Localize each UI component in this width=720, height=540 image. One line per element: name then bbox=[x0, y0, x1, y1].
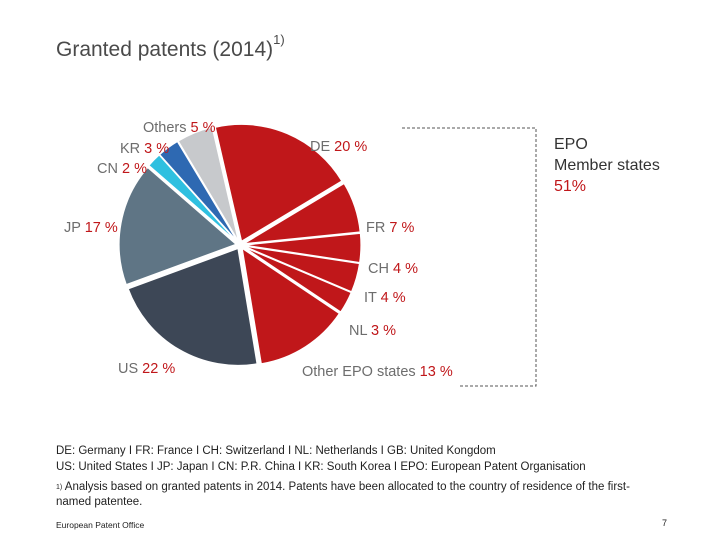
pie-label-kr: KR 3 % bbox=[120, 141, 169, 157]
pie-label-name: KR bbox=[120, 141, 144, 157]
pie-label-name: Other EPO states bbox=[302, 364, 420, 380]
title-superscript: 1) bbox=[273, 32, 285, 47]
pie-label-us: US 22 % bbox=[118, 361, 175, 377]
pie-label-value: 3 % bbox=[144, 141, 169, 157]
pie-label-name: IT bbox=[364, 290, 381, 306]
pie-label-cn: CN 2 % bbox=[97, 161, 147, 177]
page-number: 7 bbox=[662, 518, 668, 528]
pie-label-it: IT 4 % bbox=[364, 290, 406, 306]
pie-label-de: DE 20 % bbox=[310, 139, 367, 155]
pie-slice-cn bbox=[148, 154, 238, 243]
pie-label-ch: CH 4 % bbox=[368, 261, 418, 277]
page-title-text: Granted patents (2014) bbox=[56, 38, 274, 61]
epo-label-line1: EPO bbox=[554, 136, 588, 153]
pie-label-name: CN bbox=[97, 161, 122, 177]
page-title: Granted patents (2014)1) bbox=[56, 32, 285, 62]
pie-label-value: 4 % bbox=[393, 261, 418, 277]
pie-label-value: 20 % bbox=[334, 139, 367, 155]
pie-label-value: 13 % bbox=[420, 364, 453, 380]
pie-labels: DE 20 %FR 7 %CH 4 %IT 4 %NL 3 %Other EPO… bbox=[64, 120, 453, 380]
pie-label-jp: JP 17 % bbox=[64, 220, 118, 236]
footnote: 1) Analysis based on granted patents in … bbox=[56, 480, 656, 510]
pie-label-name: Others bbox=[143, 120, 191, 136]
pie-label-name: JP bbox=[64, 220, 85, 236]
pie-slice-de bbox=[214, 123, 343, 243]
pie-label-value: 2 % bbox=[122, 161, 147, 177]
pie-slice-ch bbox=[243, 232, 362, 264]
pie-label-name: NL bbox=[349, 323, 371, 339]
footnote-marker: 1) bbox=[56, 484, 63, 491]
pie-slices bbox=[118, 123, 362, 367]
pie-slice-us bbox=[127, 247, 258, 367]
pie-slice-others bbox=[177, 126, 240, 242]
epo-label-line2: Member states bbox=[554, 157, 660, 174]
epo-bracket bbox=[402, 127, 537, 387]
pie-label-name: US bbox=[118, 361, 142, 377]
pie-slice-jp bbox=[118, 166, 238, 286]
pie-label-value: 5 % bbox=[191, 120, 216, 136]
epo-share-value: 51% bbox=[554, 178, 587, 195]
pie-slice-fr bbox=[243, 182, 361, 245]
pie-label-name: FR bbox=[366, 220, 389, 236]
pie-slice-nl bbox=[243, 246, 353, 313]
legend-line-2: US: United States I JP: Japan I CN: P.R.… bbox=[56, 461, 586, 473]
pie-slice-it bbox=[243, 245, 361, 293]
pie-slice-kr bbox=[158, 140, 239, 243]
pie-label-value: 3 % bbox=[371, 323, 396, 339]
pie-label-nl: NL 3 % bbox=[349, 323, 396, 339]
pie-label-value: 22 % bbox=[142, 361, 175, 377]
pie-label-name: CH bbox=[368, 261, 393, 277]
pie-label-fr: FR 7 % bbox=[366, 220, 414, 236]
epo-member-states-label: EPO Member states 51% bbox=[554, 134, 660, 197]
pie-label-value: 4 % bbox=[381, 290, 406, 306]
legend-line-1: DE: Germany I FR: France I CH: Switzerla… bbox=[56, 445, 496, 457]
pie-label-others: Others 5 % bbox=[143, 120, 216, 136]
footnote-text: Analysis based on granted patents in 201… bbox=[56, 481, 630, 508]
pie-label-name: DE bbox=[310, 139, 334, 155]
pie-label-other-epo-states: Other EPO states 13 % bbox=[302, 364, 453, 380]
pie-label-value: 7 % bbox=[389, 220, 414, 236]
pie-label-value: 17 % bbox=[85, 220, 118, 236]
country-legend: DE: Germany I FR: France I CH: Switzerla… bbox=[56, 443, 586, 475]
pie-slice-other-epo-states bbox=[241, 247, 341, 365]
footer-organisation: European Patent Office bbox=[56, 520, 145, 530]
pie-chart: DE 20 %FR 7 %CH 4 %IT 4 %NL 3 %Other EPO… bbox=[64, 120, 537, 387]
